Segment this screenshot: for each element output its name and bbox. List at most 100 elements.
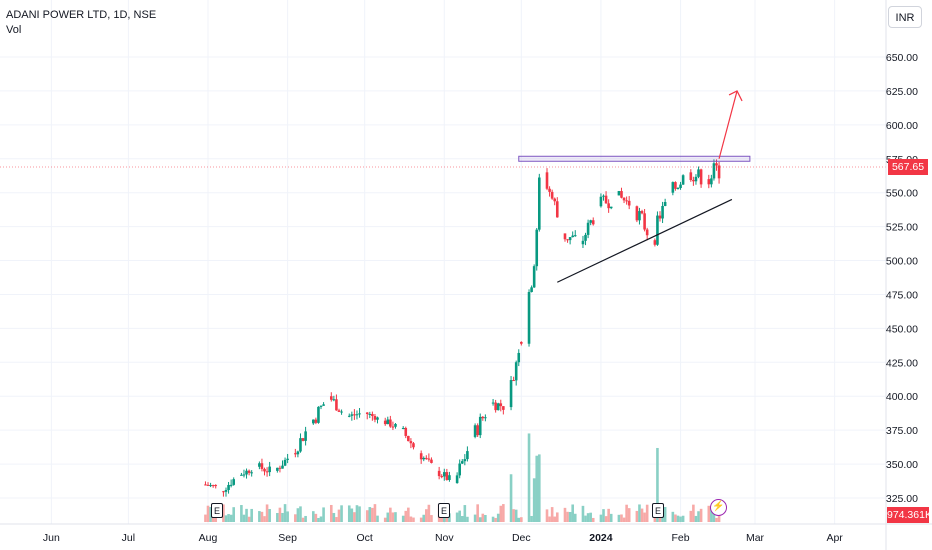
candle-body <box>527 292 531 344</box>
candle-body <box>222 491 225 493</box>
volume-bar <box>481 513 485 522</box>
volume-bar <box>638 504 641 522</box>
volume-bar <box>350 508 354 522</box>
volume-bar <box>294 514 297 522</box>
candle-body <box>371 413 374 416</box>
volume-bar <box>250 508 253 522</box>
candle-body <box>509 380 513 408</box>
volume-bar <box>425 509 428 522</box>
candle-body <box>496 403 500 411</box>
candle-body <box>681 175 685 185</box>
candle-body <box>430 459 433 463</box>
candle-body <box>294 453 297 455</box>
currency-button[interactable]: INR <box>888 6 922 28</box>
volume-bar <box>240 505 243 522</box>
candle-body <box>566 239 569 241</box>
candle-body <box>335 399 338 411</box>
candle-body <box>545 172 549 189</box>
volume-bar <box>555 512 559 522</box>
candle-body <box>463 459 467 462</box>
candle-body <box>265 471 269 473</box>
candle-body <box>494 402 497 411</box>
candle-body <box>484 417 487 419</box>
volume-bar <box>276 512 279 522</box>
price-tick-label: 525.00 <box>886 222 918 234</box>
candle-body <box>296 451 300 455</box>
candle-body <box>227 484 230 490</box>
candle-body <box>502 406 505 410</box>
candle-body <box>589 220 592 223</box>
earnings-badge[interactable]: E <box>438 503 450 518</box>
candle-body <box>422 457 426 460</box>
candle-body <box>717 165 721 179</box>
volume-bar <box>299 506 302 522</box>
volume-bar <box>391 512 395 522</box>
candle-body <box>643 213 646 230</box>
candle-body <box>347 415 351 417</box>
earnings-badge[interactable]: E <box>211 503 223 518</box>
volume-bar <box>530 515 533 522</box>
volume-bar <box>422 514 426 522</box>
candle-body <box>322 404 325 406</box>
volume-bar <box>466 516 469 522</box>
candle-body <box>332 399 336 401</box>
candle-body <box>299 438 302 452</box>
candle-body <box>389 419 392 427</box>
candle-body <box>260 463 264 469</box>
volume-bar <box>527 433 531 522</box>
candle-body <box>617 191 621 196</box>
volume-bar <box>617 514 621 522</box>
candle-body <box>458 463 461 476</box>
chart-legend: ADANI POWER LTD, 1D, NSE Vol <box>6 8 156 38</box>
price-tick-label: 550.00 <box>886 188 918 200</box>
volume-bar <box>440 515 444 522</box>
projection-arrow-head <box>728 90 743 102</box>
earnings-badge[interactable]: E <box>652 503 664 518</box>
volume-bar <box>581 505 585 522</box>
candle-body <box>263 468 266 472</box>
candle-body <box>350 414 354 416</box>
candle-body <box>689 172 693 181</box>
volume-bar <box>573 513 577 522</box>
candle-body <box>286 458 289 460</box>
volume-bar <box>584 515 587 522</box>
time-tick-label: Mar <box>746 532 765 544</box>
price-tick-label: 475.00 <box>886 289 918 301</box>
candle-body <box>242 474 246 476</box>
volume-bar <box>337 509 341 522</box>
candle-body <box>645 229 649 236</box>
candle-body <box>535 229 539 267</box>
time-tick-label: Dec <box>512 532 531 544</box>
volume-bar <box>491 516 495 522</box>
candle-body <box>555 201 559 218</box>
volume-bar <box>407 507 410 522</box>
volume-bar <box>312 511 315 522</box>
candle-body <box>224 489 228 492</box>
volume-bar <box>586 513 590 522</box>
lightning-icon[interactable]: ⚡ <box>710 499 727 516</box>
volume-bar <box>209 507 212 522</box>
candle-body <box>715 163 718 166</box>
candle-body <box>376 417 379 420</box>
volume-bar <box>656 447 659 522</box>
volume-bar <box>258 511 261 522</box>
volume-bar <box>340 505 343 522</box>
candle-body <box>640 211 644 214</box>
volume-bar <box>229 514 233 522</box>
volume-bar <box>707 505 711 522</box>
volume-bar <box>278 507 282 522</box>
candle-body <box>607 203 610 209</box>
candle-body <box>358 413 361 415</box>
volume-bar <box>643 512 646 522</box>
volume-bar <box>496 513 500 522</box>
candle-body <box>247 470 251 473</box>
volume-bar <box>314 513 318 522</box>
volume-bar <box>550 507 554 522</box>
candle-body <box>599 196 603 207</box>
volume-bar <box>412 517 415 522</box>
candle-body <box>337 410 341 412</box>
candle-body <box>581 240 585 245</box>
volume-bar <box>620 514 623 522</box>
candle-body <box>656 215 659 245</box>
